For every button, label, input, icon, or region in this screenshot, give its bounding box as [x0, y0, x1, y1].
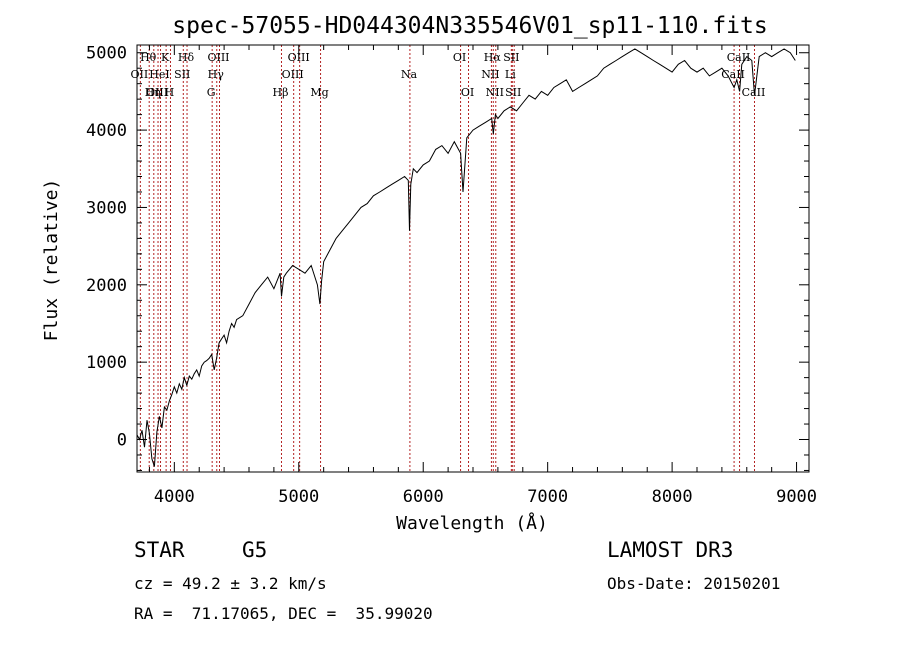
y-tick-label: 2000	[86, 276, 127, 296]
spectral-line-label: NII	[481, 68, 499, 81]
spectral-line-label: Hδ	[178, 51, 195, 64]
spectral-line-label: G	[207, 86, 216, 99]
plot-frame	[136, 44, 810, 473]
spectral-line-label: Hθ	[140, 51, 157, 64]
spectral-line-label: HeI	[149, 68, 169, 81]
spectral-line-label: CaII	[721, 68, 745, 81]
chart-title: spec-57055-HD044304N335546V01_sp11-110.f…	[172, 13, 767, 39]
spectral-line-label: OIII	[288, 51, 310, 64]
spectral-line-label: Mg	[310, 86, 328, 99]
x-tick-label: 7000	[527, 487, 568, 507]
object-subclass: G5	[242, 538, 268, 562]
y-tick-label: 5000	[86, 44, 127, 64]
spectral-line-label: OII	[131, 68, 149, 81]
spectral-line-label: Hγ	[208, 68, 225, 81]
y-axis-label: Flux (relative)	[41, 179, 62, 342]
spectral-line-label: Li	[505, 68, 516, 81]
spectral-line-label: SII	[505, 86, 521, 99]
spectral-line-labels: Hθ OII OIII K HeI Hη SII H Hδ OIII Hγ G Hβ OIII OIII Mg…	[131, 51, 766, 99]
spectral-line-label: OIII	[146, 86, 168, 99]
y-tick-label: 3000	[86, 198, 127, 218]
x-tick-label: 8000	[652, 487, 693, 507]
object-class: STAR	[134, 538, 185, 562]
redshift-velocity: cz = 49.2 ± 3.2 km/s	[134, 574, 327, 593]
x-axis-ticks: 4000 5000 6000 7000 8000 9000	[148, 45, 817, 507]
y-tick-label: 0	[117, 431, 127, 451]
y-axis-ticks: 0 1000 2000 3000 4000 5000	[86, 44, 809, 471]
spectral-line-label: CaII	[727, 51, 751, 64]
spectral-line-label: Na	[401, 68, 418, 81]
spectral-line-label: OI	[461, 86, 474, 99]
spectral-line-label: Hα	[484, 51, 502, 64]
spectral-line-label: H	[165, 86, 175, 99]
x-tick-label: 5000	[278, 487, 319, 507]
survey-name: LAMOST DR3	[607, 538, 734, 562]
x-axis-label: Wavelength (Å)	[396, 512, 548, 534]
spectral-line-label: OIII	[282, 68, 304, 81]
y-tick-label: 4000	[86, 121, 127, 141]
sky-coordinates: RA = 71.17065, DEC = 35.99020	[134, 604, 433, 623]
spectral-line-label: Hβ	[273, 86, 289, 99]
spectral-line-markers	[139, 45, 755, 472]
x-tick-label: 6000	[403, 487, 444, 507]
x-tick-label: 9000	[776, 487, 817, 507]
spectrum-line	[136, 48, 796, 467]
spectral-line-label: SII	[174, 68, 190, 81]
spectral-line-label: OI	[453, 51, 466, 64]
spectral-line-label: Hη	[145, 86, 161, 99]
spectral-line-label: CaII	[742, 86, 766, 99]
spectral-line-label: NII	[486, 86, 504, 99]
observation-date: Obs-Date: 20150201	[607, 574, 781, 593]
spectral-line-label: SII	[503, 51, 519, 64]
x-tick-label: 4000	[154, 487, 195, 507]
spectral-line-label: K	[161, 51, 170, 64]
y-tick-label: 1000	[86, 353, 127, 373]
spectral-line-label: OIII	[207, 51, 229, 64]
